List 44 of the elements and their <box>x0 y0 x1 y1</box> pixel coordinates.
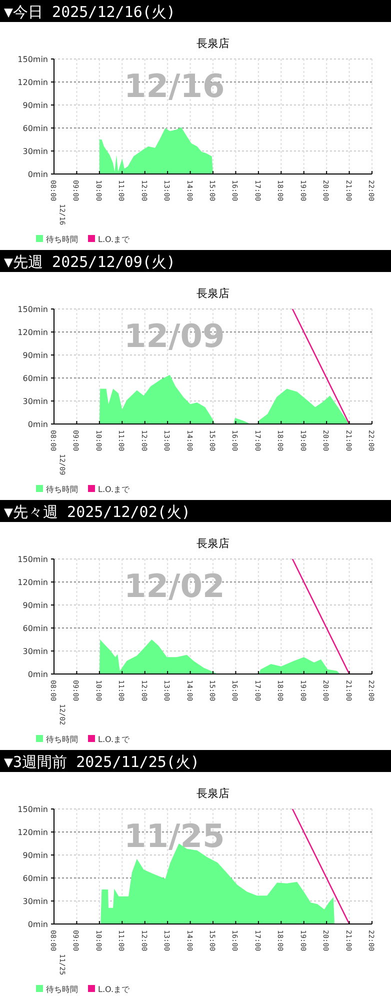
chart-title: 長泉店 <box>196 287 230 300</box>
text: ▼先週 2025/12/09(火) <box>4 253 176 271</box>
legend-label: L.O.まで <box>98 985 131 994</box>
y-tick-label: 30min <box>22 147 48 156</box>
legend-label: L.O.まで <box>98 235 131 244</box>
chart-title: 長泉店 <box>196 37 230 50</box>
text: ▼今日 2025/12/16(火) <box>4 3 176 21</box>
y-tick-label: 150min <box>18 305 48 314</box>
annotation: 11/25 <box>124 817 225 855</box>
y-tick-label: 30min <box>22 647 48 656</box>
y-tick-label: 60min <box>22 374 48 383</box>
y-tick-label: 90min <box>22 351 48 360</box>
y-tick-label: 120min <box>18 578 48 587</box>
legend-label: 待ち時間 <box>46 485 78 494</box>
y-tick-label: 90min <box>22 101 48 110</box>
annotation: 12/02 <box>124 567 225 605</box>
y-tick-label: 90min <box>22 851 48 860</box>
y-tick-label: 30min <box>22 397 48 406</box>
legend-label: 待ち時間 <box>46 735 78 744</box>
y-tick-label: 150min <box>18 55 48 64</box>
y-tick-label: 90min <box>22 601 48 610</box>
y-tick-label: 120min <box>18 828 48 837</box>
y-tick-label: 0min <box>28 420 48 429</box>
chart-title: 長泉店 <box>196 787 230 800</box>
y-tick-label: 60min <box>22 624 48 633</box>
y-tick-label: 30min <box>22 897 48 906</box>
legend-label: 待ち時間 <box>46 985 78 994</box>
y-tick-label: 60min <box>22 874 48 883</box>
y-tick-label: 150min <box>18 555 48 564</box>
annotation: 12/16 <box>124 67 225 105</box>
legend-label: 待ち時間 <box>46 235 78 244</box>
annotation: 12/09 <box>124 317 225 355</box>
y-tick-label: 120min <box>18 78 48 87</box>
y-tick-label: 60min <box>22 124 48 133</box>
y-tick-label: 150min <box>18 805 48 814</box>
legend-label: L.O.まで <box>98 735 131 744</box>
y-tick-label: 0min <box>28 170 48 179</box>
y-tick-label: 0min <box>28 920 48 929</box>
legend-label: L.O.まで <box>98 485 131 494</box>
text: ▼先々週 2025/12/02(火) <box>4 503 190 521</box>
chart-title: 長泉店 <box>196 537 230 550</box>
y-tick-label: 0min <box>28 670 48 679</box>
y-tick-label: 120min <box>18 328 48 337</box>
text: ▼3週間前 2025/11/25(火) <box>4 753 200 771</box>
